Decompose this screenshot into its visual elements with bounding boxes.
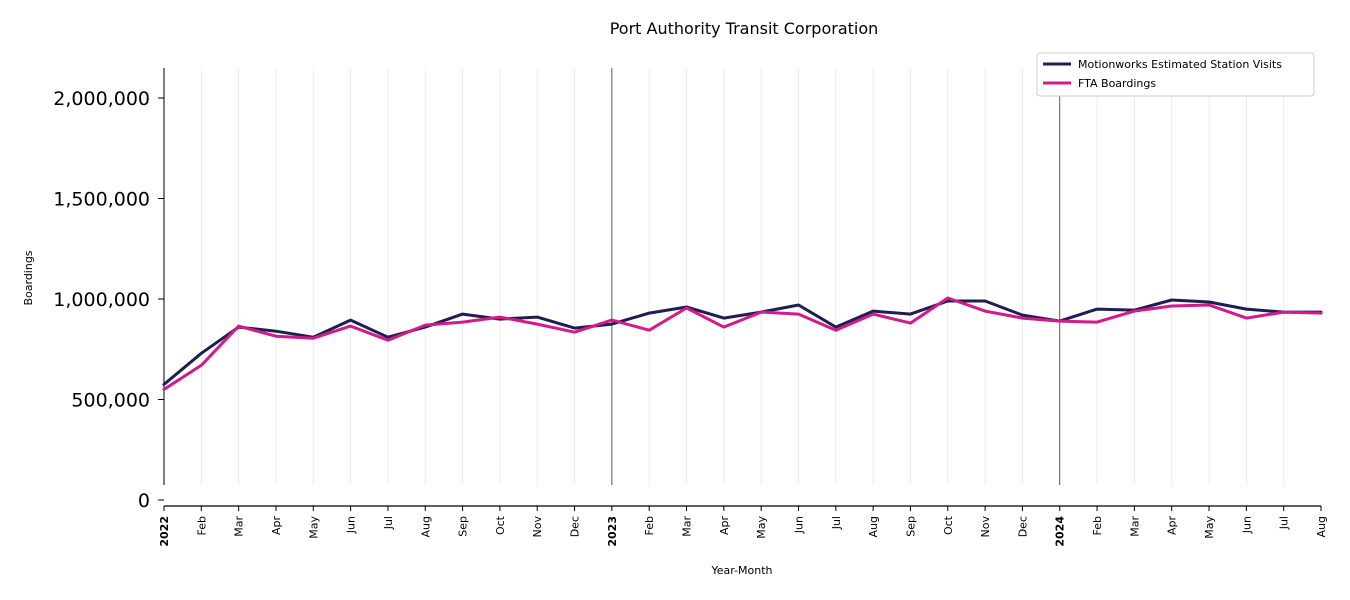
y-axis-label: Boardings — [22, 250, 35, 305]
x-tick-label: Jun — [1240, 516, 1253, 534]
legend-label: Motionworks Estimated Station Visits — [1078, 58, 1282, 71]
x-tick-label: Jul — [830, 516, 843, 530]
series-line-2 — [162, 296, 1323, 391]
x-tick-label: Aug — [867, 516, 880, 537]
legend-label: FTA Boardings — [1078, 77, 1156, 90]
x-tick-label: 2023 — [606, 516, 619, 547]
x-tick-label: Mar — [681, 516, 694, 537]
x-tick-label: Feb — [1091, 516, 1104, 535]
x-tick-label: Jul — [382, 516, 395, 530]
series-lines — [162, 296, 1323, 391]
x-tick-label: Apr — [270, 516, 283, 536]
y-tick-label: 2,000,000 — [53, 88, 150, 110]
x-tick-label: 2024 — [1054, 516, 1067, 547]
x-tick-label: Apr — [718, 516, 731, 536]
grid-lines — [200, 68, 1285, 485]
x-tick-label: Dec — [1016, 516, 1029, 537]
legend: Motionworks Estimated Station Visits FTA … — [1036, 52, 1315, 97]
y-tick-label: 0 — [138, 490, 150, 512]
x-ticks: 2022 Feb Mar Apr May Jun Jul Aug Sep Oct Nov Dec 202… — [158, 506, 1328, 547]
x-tick-label: Sep — [457, 516, 470, 537]
legend-box — [1036, 52, 1315, 97]
series-line-1 — [162, 298, 1323, 386]
x-tick-label: Nov — [979, 516, 992, 538]
x-tick-label: Mar — [1128, 516, 1141, 537]
x-tick-label: Oct — [494, 515, 507, 535]
x-tick-label: Jun — [345, 516, 358, 534]
x-tick-label: Apr — [1166, 516, 1179, 536]
x-tick-label: Oct — [942, 515, 955, 535]
y-tick-label: 500,000 — [71, 390, 150, 412]
x-tick-label: Feb — [195, 516, 208, 535]
x-tick-label: Dec — [569, 516, 582, 537]
x-tick-label: Jul — [1278, 516, 1291, 530]
y-ticks: 0 500,000 1,000,000 1,500,000 2,000,000 — [53, 88, 164, 512]
x-tick-label: Aug — [419, 516, 432, 537]
year-divider-lines — [611, 68, 1061, 485]
y-tick-label: 1,500,000 — [53, 189, 150, 211]
x-tick-label: Jun — [792, 516, 805, 534]
x-tick-label: May — [1203, 516, 1216, 539]
x-tick-label: Sep — [904, 516, 917, 537]
x-axis-label: Year-Month — [710, 564, 772, 577]
x-tick-label: Mar — [233, 516, 246, 537]
x-tick-label: Feb — [643, 516, 656, 535]
chart-title: Port Authority Transit Corporation — [610, 19, 879, 38]
x-tick-label: May — [307, 516, 320, 539]
x-tick-label: Nov — [531, 516, 544, 538]
axes — [163, 68, 1321, 507]
x-tick-label: 2022 — [158, 516, 171, 547]
x-tick-label: Aug — [1315, 516, 1328, 537]
y-tick-label: 1,000,000 — [53, 289, 150, 311]
x-tick-label: May — [755, 516, 768, 539]
